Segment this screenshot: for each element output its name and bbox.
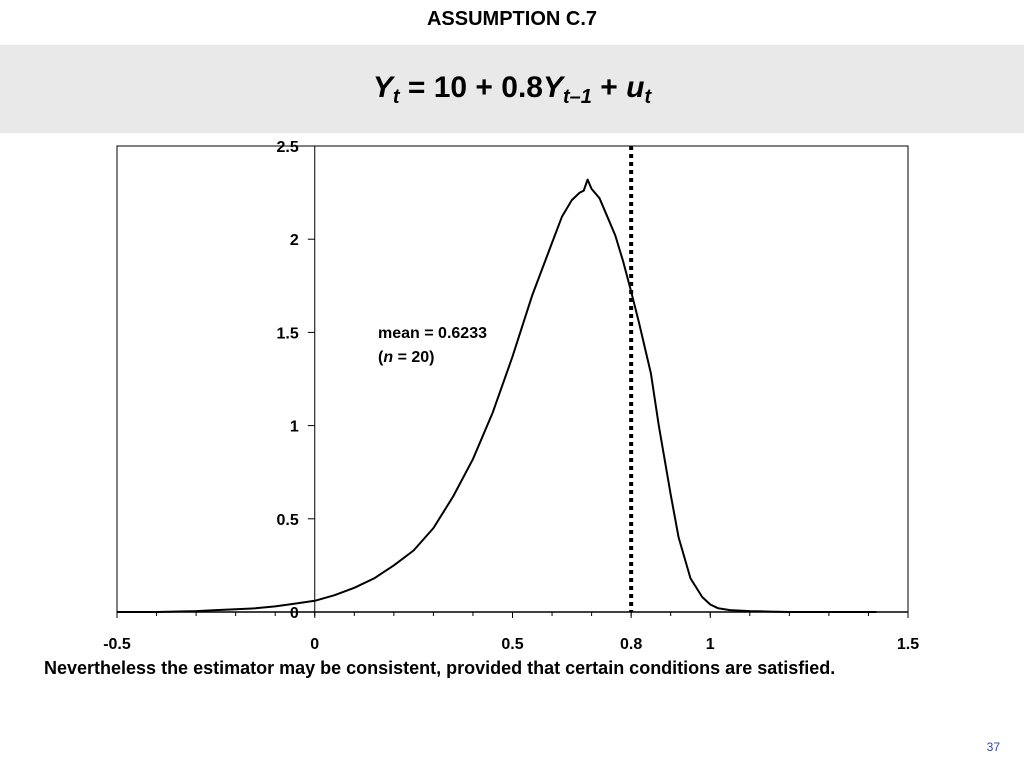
equation-band: Yt = 10 + 0.8Yt–1 + ut <box>0 45 1024 133</box>
density-chart: 0 0.5 1 1.5 2 2.5 -0.5 0 0.5 0.8 1 1.5 mean = 0.623… <box>103 139 919 653</box>
equation-u: u <box>626 71 645 104</box>
x-tick-label: 1 <box>706 636 715 653</box>
annotation-n-value: = 20) <box>393 349 434 366</box>
y-tick-label: 0 <box>290 605 299 622</box>
x-tick-label: -0.5 <box>103 636 131 653</box>
x-tick-label: 0 <box>310 636 319 653</box>
equation-y-lag: Y <box>543 71 564 104</box>
equation-y: Y <box>372 71 393 104</box>
annotation-n: (n = 20) <box>378 349 434 366</box>
annotation-mean: mean = 0.6233 <box>378 325 487 342</box>
plot-area <box>116 145 909 613</box>
y-tick-label: 1.5 <box>277 325 299 342</box>
model-equation: Yt = 10 + 0.8Yt–1 + ut <box>0 71 1024 108</box>
annotation-open-paren: ( <box>378 349 384 366</box>
density-curve-0 <box>117 178 877 613</box>
annotation-n-variable: n <box>383 349 393 366</box>
x-tick-label: 0.5 <box>501 636 523 653</box>
y-tick-label: 1 <box>290 419 299 436</box>
equation-lag-subscript: t–1 <box>563 86 592 108</box>
y-tick-label: 2.5 <box>277 139 299 156</box>
footnote: Nevertheless the estimator may be consis… <box>44 658 836 678</box>
equation-rhs: = 10 + 0.8 <box>407 71 543 104</box>
equation-plus: + <box>600 71 618 104</box>
series-layer <box>117 178 877 613</box>
ticks: 0 0.5 1 1.5 2 2.5 -0.5 0 0.5 0.8 1 1.5 <box>103 139 919 653</box>
equation-t-subscript-2: t <box>644 86 652 108</box>
page-number: 37 <box>986 740 1000 754</box>
y-tick-label: 0.5 <box>277 512 299 529</box>
x-tick-label: 0.8 <box>620 636 642 653</box>
y-tick-label: 2 <box>290 232 299 249</box>
equation-t-subscript: t <box>392 86 400 108</box>
slide-title: ASSUMPTION C.7 <box>426 8 598 30</box>
x-tick-label: 1.5 <box>897 636 919 653</box>
